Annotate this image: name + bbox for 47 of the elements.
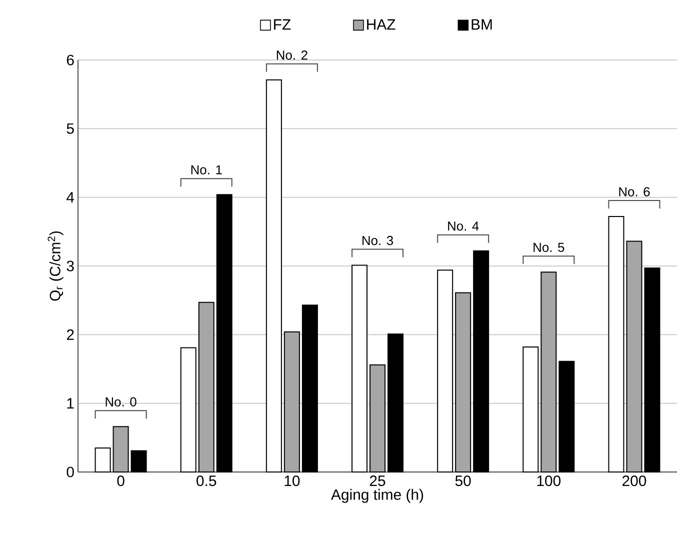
bar	[302, 304, 318, 472]
y-tick-label: 3	[66, 260, 74, 272]
bar	[388, 333, 404, 472]
x-tick-label: 0.5	[196, 476, 216, 486]
y-tick-label: 6	[66, 54, 74, 66]
y-tick-label: 5	[66, 123, 74, 134]
bar	[522, 346, 539, 472]
bar	[437, 270, 454, 472]
annotation: No. 3	[362, 236, 394, 246]
text: No. 2	[276, 50, 308, 60]
x-tick-label: 200	[622, 476, 646, 486]
y-axis-title: Q$_{r}$ (C/cm$^{2}$)	[48, 231, 64, 301]
legend-label: HAZ	[367, 19, 396, 30]
bar	[473, 250, 490, 472]
annotation: No. 4	[448, 222, 479, 231]
bar	[266, 79, 282, 472]
bar	[558, 360, 575, 472]
annotation: No. 6	[619, 187, 650, 196]
annotation: No. 0	[106, 397, 136, 406]
bar	[455, 292, 472, 472]
legend-label: BM	[472, 19, 492, 30]
bar	[644, 268, 660, 472]
x-tick-label: 50	[455, 476, 471, 486]
x-tick-label: 100	[537, 476, 561, 486]
bar	[626, 240, 642, 472]
y-tick-label: 1	[67, 398, 74, 408]
legend-label: FZ	[274, 19, 291, 30]
bar	[198, 302, 214, 472]
x-tick-label: 25	[370, 476, 386, 486]
y-tick-label: 2	[66, 329, 74, 340]
x-tick-label: 0	[117, 476, 124, 486]
y-tick-label: 4	[66, 192, 74, 202]
annotation: No. 1	[191, 165, 222, 174]
bar	[112, 426, 129, 472]
bar	[284, 331, 300, 472]
bar	[180, 347, 196, 472]
bar	[130, 450, 147, 472]
bar	[216, 194, 232, 472]
bar	[94, 447, 111, 472]
bar	[608, 216, 624, 472]
bar	[370, 364, 386, 472]
x-tick-label: 10	[284, 476, 300, 486]
y-tick-label: 0	[66, 466, 74, 478]
annotation: No. 5	[534, 242, 564, 252]
bar	[352, 264, 368, 472]
bar	[540, 272, 557, 472]
x-axis-title: Aging time (h)	[331, 488, 424, 503]
